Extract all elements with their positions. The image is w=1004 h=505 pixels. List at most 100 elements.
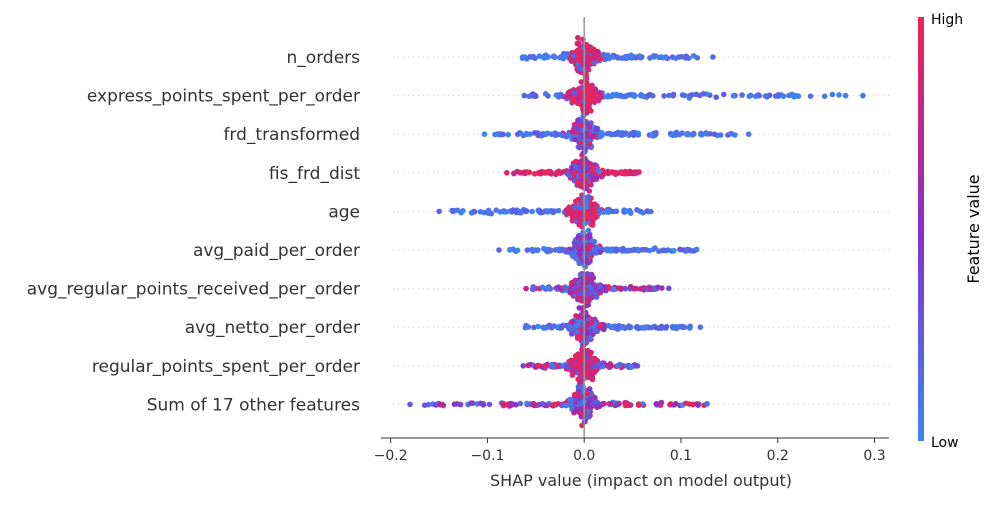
shap-point	[641, 93, 648, 100]
shap-point	[613, 246, 619, 252]
shap-point	[772, 93, 779, 99]
shap-point	[650, 93, 656, 99]
shap-point	[670, 132, 676, 139]
shap-point	[596, 168, 603, 175]
shap-point	[596, 207, 603, 214]
shap-point	[500, 402, 507, 409]
row-guide-lines	[393, 56, 889, 405]
shap-point	[572, 198, 579, 205]
x-tick-label: 0.3	[863, 448, 885, 464]
shap-point	[586, 56, 593, 62]
shap-point	[481, 209, 487, 216]
shap-outlier-point	[436, 208, 442, 215]
shap-point	[687, 323, 693, 330]
x-tick-label: −0.1	[470, 448, 504, 464]
shap-point	[555, 207, 562, 214]
feature-label: avg_netto_per_order	[185, 318, 360, 338]
shap-point	[535, 207, 542, 214]
shap-point	[577, 204, 583, 211]
feature-label: regular_points_spent_per_order	[92, 357, 360, 377]
shap-point	[762, 93, 769, 99]
shap-point	[601, 400, 607, 407]
shap-point	[535, 247, 541, 253]
shap-point	[661, 93, 667, 99]
shap-point	[687, 92, 693, 99]
shap-point	[628, 130, 634, 137]
shap-point	[609, 169, 615, 176]
shap-point	[526, 169, 533, 176]
shap-point	[551, 401, 557, 408]
shap-point	[584, 390, 591, 397]
shap-point	[565, 89, 572, 96]
shap-point	[579, 358, 585, 364]
shap-point	[721, 91, 727, 98]
shap-outlier-point	[710, 54, 716, 60]
shap-point	[513, 401, 519, 408]
shap-point	[577, 290, 583, 297]
colorbar-high-label: High	[931, 12, 963, 28]
shap-point	[679, 92, 686, 98]
shap-point	[594, 48, 601, 55]
shap-point	[690, 53, 697, 59]
shap-point	[519, 54, 526, 60]
shap-point	[575, 47, 582, 53]
colorbar-title: Feature value	[964, 174, 983, 283]
shap-point	[531, 324, 537, 331]
shap-point	[648, 208, 654, 215]
shap-point	[505, 131, 512, 138]
shap-point	[571, 286, 577, 292]
shap-point	[584, 330, 591, 337]
shap-point	[480, 402, 487, 408]
shap-point	[525, 362, 531, 369]
shap-point	[632, 54, 639, 61]
shap-point	[569, 404, 575, 411]
shap-point	[617, 361, 623, 368]
shap-outlier-point	[407, 401, 413, 408]
x-ticks: −0.2 −0.1 0.0 0.1 0.2 0.3	[374, 438, 886, 464]
shap-point	[575, 240, 581, 246]
shap-point	[531, 130, 538, 136]
shap-point	[543, 131, 549, 137]
shap-point	[766, 92, 773, 99]
shap-point	[572, 353, 579, 359]
shap-point	[700, 91, 706, 97]
shap-point	[499, 131, 505, 138]
colorbar-gradient	[918, 17, 924, 441]
shap-point	[613, 130, 619, 137]
shap-point	[536, 53, 543, 59]
shap-point	[625, 324, 632, 331]
shap-point	[607, 130, 613, 137]
shap-point	[520, 132, 527, 139]
shap-point	[597, 133, 604, 140]
shap-point	[631, 93, 637, 99]
shap-point	[666, 92, 672, 99]
shap-point	[622, 402, 629, 409]
shap-point	[592, 86, 599, 92]
shap-point	[635, 402, 642, 409]
shap-point	[575, 117, 581, 124]
shap-point	[543, 208, 549, 214]
shap-point	[575, 40, 582, 46]
shap-point	[545, 168, 552, 175]
shap-point	[585, 63, 591, 69]
shap-point	[597, 56, 604, 62]
shap-point	[637, 286, 643, 292]
shap-point	[566, 171, 572, 177]
shap-point	[588, 182, 594, 188]
shap-point	[535, 323, 541, 330]
shap-point	[576, 65, 583, 71]
shap-point	[548, 247, 554, 254]
shap-point	[571, 213, 577, 220]
shap-point	[635, 325, 641, 332]
shap-outlier-point	[745, 131, 752, 137]
shap-point	[608, 401, 614, 407]
shap-points	[407, 34, 866, 429]
shap-point	[672, 325, 678, 331]
shap-outlier-point	[697, 324, 704, 331]
shap-point	[558, 132, 565, 138]
shap-point	[627, 54, 634, 61]
feature-label: express_points_spent_per_order	[87, 87, 360, 107]
shap-point	[572, 125, 579, 131]
